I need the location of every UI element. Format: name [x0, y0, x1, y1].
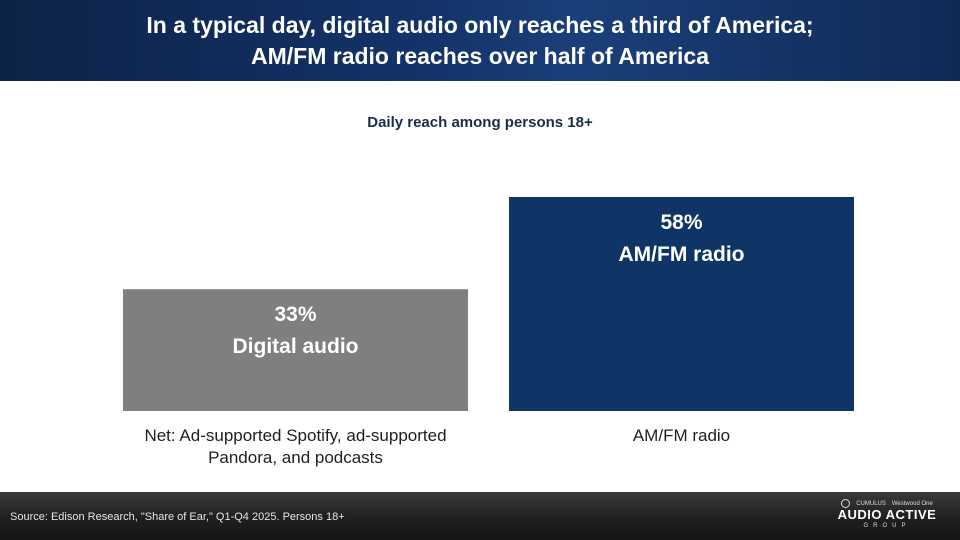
category-label-1-line-1: Net: Ad-supported Spotify, ad-supported [144, 426, 446, 445]
footer-bar: Source: Edison Research, "Share of Ear,"… [0, 492, 960, 540]
bar-1 [123, 289, 468, 411]
title-banner: In a typical day, digital audio only rea… [0, 0, 960, 81]
audio-active-group-logo: CUMULUS Westwood One AUDIO ACTIVE GROUP [832, 499, 942, 530]
logo-brand: AUDIO ACTIVE [837, 507, 937, 522]
bar-value-label-2: 58% [660, 211, 702, 234]
page-title-line-1: In a typical day, digital audio only rea… [146, 11, 814, 38]
source-note: Source: Edison Research, "Share of Ear,"… [10, 511, 345, 523]
chart-title: Daily reach among persons 18+ [367, 114, 593, 131]
category-label-1-line-2: Pandora, and podcasts [208, 448, 383, 467]
category-label-2-line-1: AM/FM radio [633, 426, 730, 445]
bar-value-label-1: 33% [274, 303, 316, 326]
bar-name-label-1: Digital audio [233, 335, 359, 358]
bar-name-label-2: AM/FM radio [619, 243, 745, 266]
logo-top-right: Westwood One [891, 500, 933, 507]
bar-2 [509, 196, 854, 411]
cumulus-logo-icon [841, 499, 851, 508]
page-title-line-2: AM/FM radio reaches over half of America [250, 42, 709, 69]
logo-top-left: CUMULUS [856, 500, 886, 507]
logo-group: GROUP [863, 523, 911, 529]
logo-partners: CUMULUS Westwood One [832, 499, 942, 508]
